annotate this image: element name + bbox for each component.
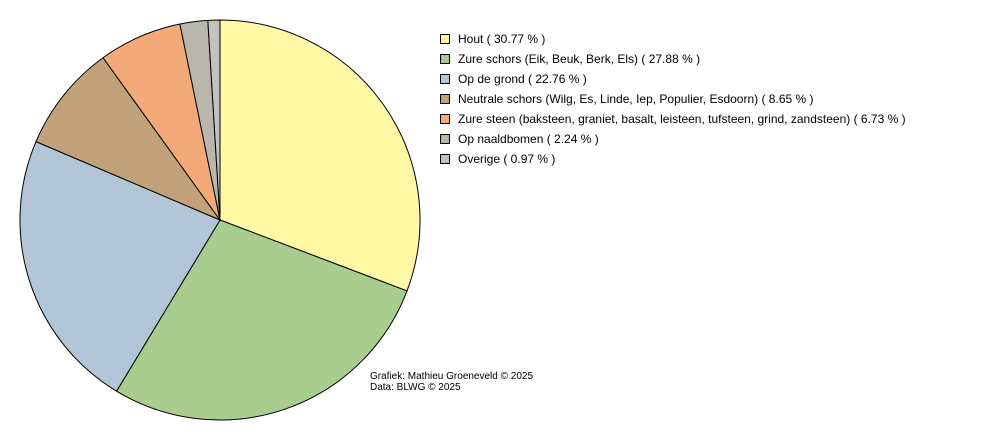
pie-slice-2: [116, 219, 408, 421]
legend-label-neutrale-schors: Neutrale schors (Wilg, Es, Linde, Iep, P…: [458, 92, 814, 106]
legend-swatch-overige: [440, 154, 450, 164]
legend-item-overige: Overige ( 0.97 % ): [440, 149, 906, 169]
legend-swatch-neutrale-schors: [440, 94, 450, 104]
legend-swatch-op-naaldbomen: [440, 134, 450, 144]
pie-chart: [19, 19, 421, 421]
legend-swatch-zure-schors: [440, 54, 450, 64]
pie-slice-1: [219, 19, 421, 292]
pie-slice-7: [207, 19, 221, 221]
legend-label-zure-steen: Zure steen (baksteen, graniet, basalt, l…: [458, 112, 906, 126]
legend-item-op-naaldbomen: Op naaldbomen ( 2.24 % ): [440, 129, 906, 149]
legend-label-hout: Hout ( 30.77 % ): [458, 32, 546, 46]
legend-item-hout: Hout ( 30.77 % ): [440, 29, 906, 49]
legend-item-zure-steen: Zure steen (baksteen, graniet, basalt, l…: [440, 109, 906, 129]
legend-swatch-hout: [440, 34, 450, 44]
legend-label-op-de-grond: Op de grond ( 22.76 % ): [458, 72, 587, 86]
legend-item-op-de-grond: Op de grond ( 22.76 % ): [440, 69, 906, 89]
legend: Hout ( 30.77 % ) Zure schors (Eik, Beuk,…: [440, 29, 906, 169]
pie-slice-3: [19, 141, 221, 392]
legend-swatch-op-de-grond: [440, 74, 450, 84]
legend-label-op-naaldbomen: Op naaldbomen ( 2.24 % ): [458, 132, 599, 146]
legend-item-zure-schors: Zure schors (Eik, Beuk, Berk, Els) ( 27.…: [440, 49, 906, 69]
credit-grafiek: Grafiek: Mathieu Groeneveld © 2025: [370, 371, 534, 382]
legend-swatch-zure-steen: [440, 114, 450, 124]
legend-item-neutrale-schors: Neutrale schors (Wilg, Es, Linde, Iep, P…: [440, 89, 906, 109]
legend-label-zure-schors: Zure schors (Eik, Beuk, Berk, Els) ( 27.…: [458, 52, 701, 66]
credit-data: Data: BLWG © 2025: [370, 382, 461, 393]
legend-label-overige: Overige ( 0.97 % ): [458, 152, 556, 166]
pie-slice-4: [35, 57, 221, 221]
chart-credits: Grafiek: Mathieu Groeneveld © 2025 Data:…: [370, 371, 533, 393]
